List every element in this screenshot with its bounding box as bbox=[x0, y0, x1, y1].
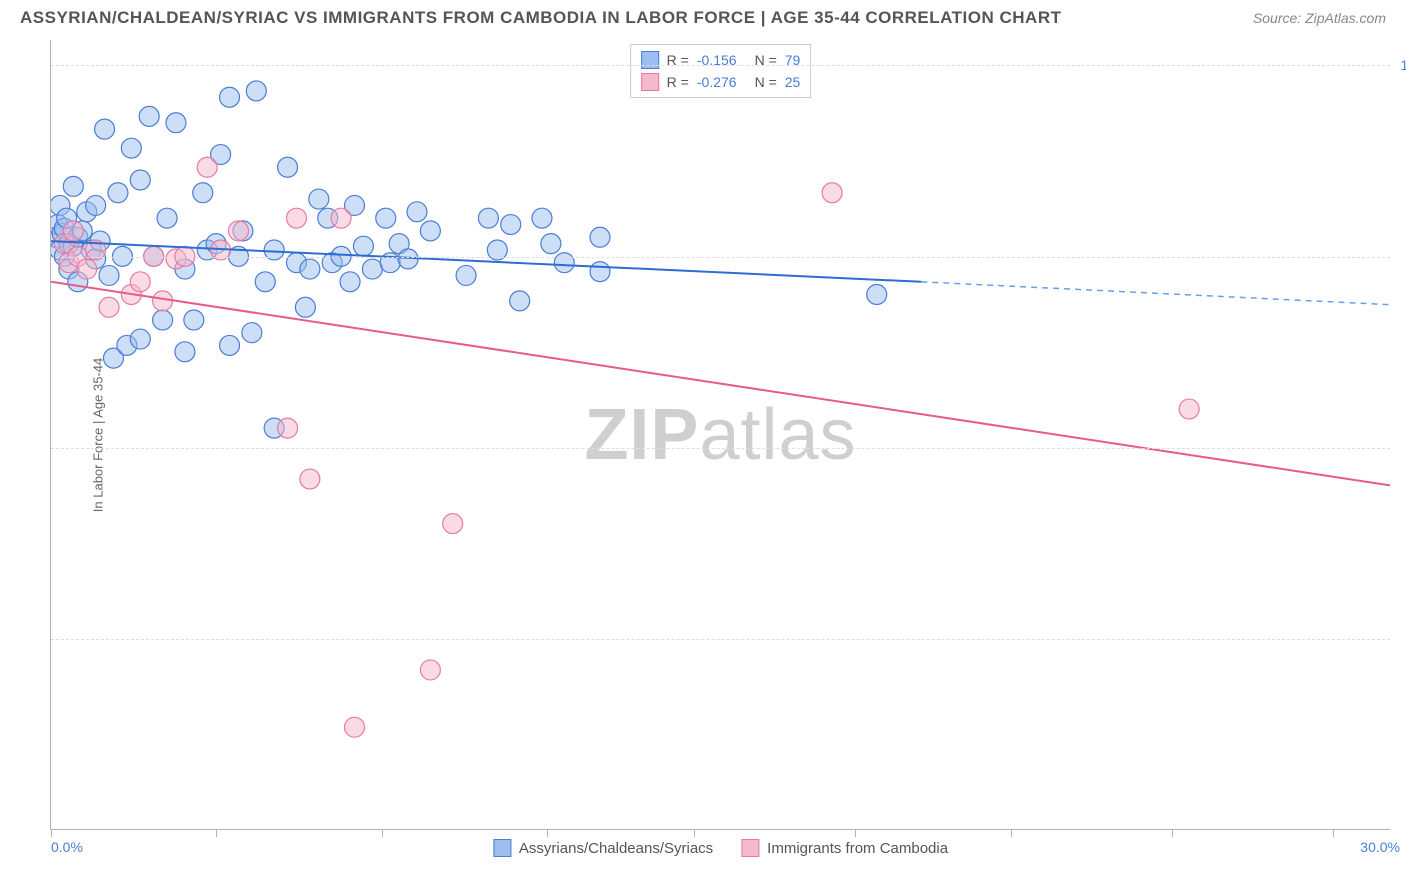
data-point bbox=[590, 262, 610, 282]
data-point bbox=[362, 259, 382, 279]
x-tick bbox=[216, 829, 217, 837]
chart-title: ASSYRIAN/CHALDEAN/SYRIAC VS IMMIGRANTS F… bbox=[20, 8, 1062, 28]
stats-row: R = -0.276 N = 25 bbox=[641, 71, 801, 93]
data-point bbox=[420, 660, 440, 680]
stat-r: -0.276 bbox=[697, 74, 737, 90]
data-point bbox=[95, 119, 115, 139]
stats-legend: R = -0.156N = 79 R = -0.276 N = 25 bbox=[630, 44, 812, 98]
data-point bbox=[443, 514, 463, 534]
stat-text: N = bbox=[755, 74, 777, 90]
data-point bbox=[153, 291, 173, 311]
legend-item: Immigrants from Cambodia bbox=[741, 839, 948, 857]
data-point bbox=[822, 183, 842, 203]
data-point bbox=[63, 176, 83, 196]
y-tick-label: 55.0% bbox=[1396, 631, 1406, 647]
legend-swatch bbox=[641, 73, 659, 91]
data-point bbox=[130, 272, 150, 292]
data-point bbox=[246, 81, 266, 101]
stat-text: R = bbox=[667, 74, 689, 90]
data-point bbox=[867, 285, 887, 305]
data-point bbox=[407, 202, 427, 222]
source-label: Source: ZipAtlas.com bbox=[1253, 10, 1386, 26]
data-point bbox=[331, 208, 351, 228]
data-point bbox=[99, 265, 119, 285]
regression-line-ext bbox=[921, 282, 1390, 305]
data-point bbox=[255, 272, 275, 292]
data-point bbox=[184, 310, 204, 330]
data-point bbox=[345, 717, 365, 737]
data-point bbox=[340, 272, 360, 292]
x-tick bbox=[694, 829, 695, 837]
data-point bbox=[166, 113, 186, 133]
chart-plot-area: ZIPatlas In Labor Force | Age 35-44 R = … bbox=[50, 40, 1390, 830]
data-point bbox=[590, 227, 610, 247]
legend-label: Immigrants from Cambodia bbox=[767, 840, 948, 857]
data-point bbox=[353, 236, 373, 256]
data-point bbox=[197, 157, 217, 177]
x-axis-min: 0.0% bbox=[51, 839, 83, 855]
x-tick bbox=[1011, 829, 1012, 837]
gridline-h bbox=[51, 65, 1390, 66]
series-legend: Assyrians/Chaldeans/Syriacs Immigrants fr… bbox=[493, 839, 948, 857]
x-tick bbox=[51, 829, 52, 837]
y-tick-label: 85.0% bbox=[1396, 249, 1406, 265]
data-point bbox=[420, 221, 440, 241]
x-tick bbox=[855, 829, 856, 837]
legend-label: Assyrians/Chaldeans/Syriacs bbox=[519, 840, 713, 857]
data-point bbox=[99, 297, 119, 317]
x-tick bbox=[1172, 829, 1173, 837]
data-point bbox=[478, 208, 498, 228]
data-point bbox=[193, 183, 213, 203]
data-point bbox=[242, 323, 262, 343]
data-point bbox=[278, 418, 298, 438]
data-point bbox=[286, 208, 306, 228]
data-point bbox=[108, 183, 128, 203]
data-point bbox=[541, 234, 561, 254]
chart-svg bbox=[51, 40, 1390, 829]
data-point bbox=[139, 106, 159, 126]
data-point bbox=[228, 221, 248, 241]
x-axis-max: 30.0% bbox=[1360, 839, 1400, 855]
legend-item: Assyrians/Chaldeans/Syriacs bbox=[493, 839, 713, 857]
data-point bbox=[220, 87, 240, 107]
data-point bbox=[121, 138, 141, 158]
data-point bbox=[130, 329, 150, 349]
data-point bbox=[532, 208, 552, 228]
x-tick bbox=[547, 829, 548, 837]
data-point bbox=[1179, 399, 1199, 419]
legend-swatch bbox=[741, 839, 759, 857]
x-tick bbox=[382, 829, 383, 837]
x-tick bbox=[1333, 829, 1334, 837]
regression-line bbox=[51, 282, 1390, 486]
y-tick-label: 100.0% bbox=[1396, 57, 1406, 73]
data-point bbox=[456, 265, 476, 285]
stats-row: R = -0.156N = 79 bbox=[641, 49, 801, 71]
data-point bbox=[130, 170, 150, 190]
data-point bbox=[501, 215, 521, 235]
data-point bbox=[157, 208, 177, 228]
gridline-h bbox=[51, 448, 1390, 449]
data-point bbox=[300, 469, 320, 489]
stat-n: 25 bbox=[785, 74, 801, 90]
y-tick-label: 70.0% bbox=[1396, 440, 1406, 456]
data-point bbox=[175, 342, 195, 362]
data-point bbox=[220, 335, 240, 355]
gridline-h bbox=[51, 639, 1390, 640]
data-point bbox=[153, 310, 173, 330]
data-point bbox=[63, 221, 83, 241]
legend-swatch bbox=[493, 839, 511, 857]
data-point bbox=[77, 259, 97, 279]
data-point bbox=[309, 189, 329, 209]
data-point bbox=[510, 291, 530, 311]
data-point bbox=[300, 259, 320, 279]
data-point bbox=[376, 208, 396, 228]
gridline-h bbox=[51, 257, 1390, 258]
data-point bbox=[278, 157, 298, 177]
data-point bbox=[86, 195, 106, 215]
data-point bbox=[295, 297, 315, 317]
